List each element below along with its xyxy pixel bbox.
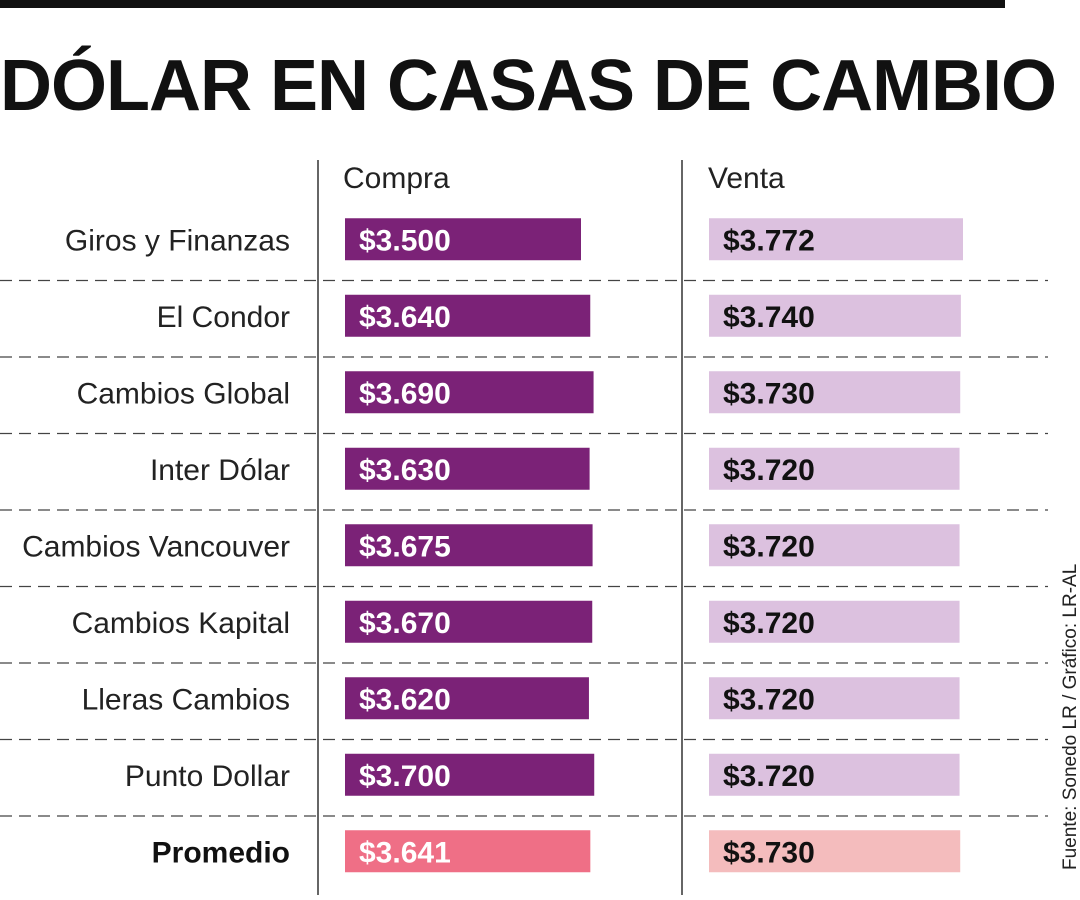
summary-label: Promedio <box>152 836 290 869</box>
compra-value-label: $3.700 <box>359 760 451 793</box>
column-header-compra: Compra <box>343 162 450 195</box>
row-label: Punto Dollar <box>125 760 290 793</box>
compra-bar <box>345 677 589 720</box>
venta-value-label: $3.720 <box>723 454 815 487</box>
compra-bar <box>345 294 591 337</box>
venta-value-label: $3.720 <box>723 607 815 640</box>
row-label: Inter Dólar <box>150 454 290 487</box>
venta-bar <box>709 600 960 643</box>
row-label: El Condor <box>157 301 290 334</box>
compra-bar <box>345 447 590 490</box>
venta-bar <box>709 524 960 567</box>
venta-bar <box>709 371 961 414</box>
venta-value-label: $3.740 <box>723 301 815 334</box>
compra-value-label: $3.675 <box>359 530 451 563</box>
compra-bar <box>345 524 593 567</box>
venta-value-label: $3.720 <box>723 760 815 793</box>
venta-bar <box>709 753 960 796</box>
compra-value-label: $3.500 <box>359 224 451 257</box>
venta-value-label: $3.772 <box>723 224 815 257</box>
venta-bar <box>709 677 960 720</box>
venta-bar <box>709 294 961 337</box>
compra-value-label: $3.640 <box>359 301 451 334</box>
exchange-rate-chart: Compra Venta Giros y Finanzas $3.500 $3.772 E… <box>0 160 1048 895</box>
venta-bar <box>709 218 963 261</box>
compra-bar <box>345 600 593 643</box>
venta-value-label: $3.730 <box>723 377 815 410</box>
column-header-venta: Venta <box>708 162 785 195</box>
row-label: Cambios Kapital <box>72 607 290 640</box>
row-label: Cambios Global <box>77 377 290 410</box>
compra-value-label: $3.670 <box>359 607 451 640</box>
summary-compra-bar <box>345 830 591 873</box>
summary-venta-label: $3.730 <box>723 836 815 869</box>
compra-bar <box>345 371 594 414</box>
chart-title: DÓLAR EN CASAS DE CAMBIO <box>0 46 1057 126</box>
summary-compra-label: $3.641 <box>359 836 451 869</box>
row-label: Giros y Finanzas <box>65 224 290 257</box>
venta-value-label: $3.720 <box>723 530 815 563</box>
row-label: Cambios Vancouver <box>22 530 290 563</box>
source-credit: Fuente: Sonedo LR / Gráfico: LR-AL <box>1060 563 1080 870</box>
compra-bar <box>345 218 581 261</box>
compra-bar <box>345 753 595 796</box>
top-rule <box>0 0 1005 8</box>
compra-value-label: $3.690 <box>359 377 451 410</box>
summary-venta-bar <box>709 830 961 873</box>
venta-value-label: $3.720 <box>723 683 815 716</box>
row-label: Lleras Cambios <box>82 683 290 716</box>
compra-value-label: $3.620 <box>359 683 451 716</box>
compra-value-label: $3.630 <box>359 454 451 487</box>
venta-bar <box>709 447 960 490</box>
